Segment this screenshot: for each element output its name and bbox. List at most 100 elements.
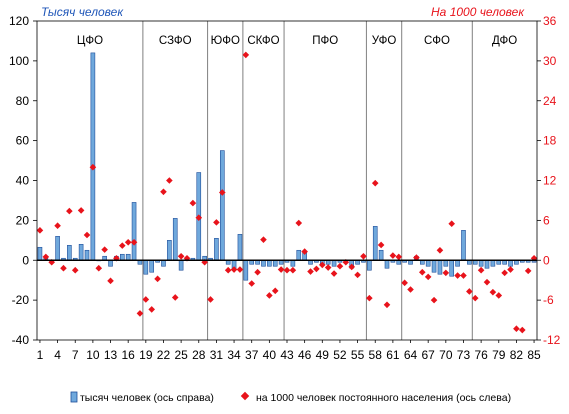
bar: [172, 218, 178, 261]
scatter-point: [301, 248, 308, 255]
bar: [455, 259, 460, 267]
scatter-point: [513, 325, 520, 333]
district-separators: ЦФО СЗФО ЮФО СКФО ПФО УФО СФО ДФО: [77, 21, 517, 340]
bar: [37, 246, 43, 261]
scatter-point: [77, 207, 85, 214]
x-tick-label: 4: [54, 348, 61, 362]
bar: [243, 259, 249, 281]
x-tick-label: 76: [474, 348, 488, 362]
scatter-point: [354, 271, 361, 279]
scatter-point: [171, 294, 179, 301]
x-tick-label: 49: [316, 348, 330, 362]
plot-frame: [36, 20, 538, 341]
scatter-point: [271, 287, 279, 295]
scatter-point: [401, 279, 408, 287]
scatter-point: [395, 253, 403, 261]
bar: [161, 259, 166, 267]
scatter-point: [330, 270, 338, 277]
scatter-point: [254, 268, 261, 276]
x-tick-label: 25: [174, 348, 188, 362]
scatter-point: [118, 242, 126, 249]
scatter-point: [207, 296, 214, 303]
left-tick-label: 60: [16, 134, 30, 148]
x-tick-label: 1: [37, 348, 44, 362]
scatter-point: [289, 266, 297, 274]
x-tick-label: 31: [210, 348, 224, 362]
scatter-point: [260, 236, 267, 243]
right-tick-label: -6: [543, 293, 554, 307]
x-tick-label: 67: [421, 348, 435, 362]
scatter-point: [418, 268, 426, 276]
bar: [367, 259, 372, 271]
scatter-point: [501, 269, 508, 277]
legend: тысяч человек (ось справа) на 1000 челов…: [70, 391, 511, 404]
bar: [490, 259, 496, 267]
scatter-point: [60, 264, 67, 272]
right-tick-label: 18: [543, 134, 557, 148]
left-axis-title: Тысяч человек: [41, 5, 124, 19]
bar: [443, 259, 449, 267]
scatter-point: [471, 294, 479, 302]
bar: [508, 259, 513, 267]
district-label: ЦФО: [77, 35, 103, 47]
scatter-point: [277, 266, 285, 273]
scatter-point: [466, 288, 473, 295]
right-tick-label: 0: [543, 253, 550, 267]
district-label: ЮФО: [211, 35, 240, 47]
scatter-point: [424, 273, 432, 281]
scatter-point: [307, 268, 314, 275]
x-tick-label: 7: [72, 348, 79, 362]
left-tick-label: -40: [12, 333, 30, 347]
bar: [55, 236, 60, 261]
scatter-point: [89, 163, 97, 171]
scatter-point: [160, 188, 167, 196]
scatter-point: [177, 252, 185, 260]
scatter-point: [366, 294, 373, 302]
scatter-point: [489, 288, 497, 296]
right-tick-label: 24: [543, 94, 557, 108]
scatter-point: [383, 301, 391, 309]
x-tick-label: 85: [527, 348, 541, 362]
bar: [67, 244, 72, 261]
bar: [296, 249, 302, 261]
x-tick-label: 40: [263, 348, 277, 362]
scatter-point: [54, 222, 61, 229]
scatter-point: [407, 286, 414, 293]
bar: [384, 259, 390, 269]
x-tick-label: 52: [333, 348, 347, 362]
scatter-point: [189, 199, 197, 207]
x-tick-label: 61: [386, 348, 400, 362]
bar: [131, 202, 137, 261]
scatter-point: [530, 254, 538, 262]
scatter-point: [154, 275, 161, 283]
left-tick-label: 80: [16, 94, 30, 108]
scatter-point: [336, 262, 344, 270]
scatter-point: [142, 296, 150, 303]
scatter-point: [495, 292, 503, 299]
scatter-point: [195, 214, 203, 222]
scatter-point: [507, 266, 514, 273]
scatter-point: [295, 219, 303, 227]
district-label: СФО: [424, 35, 450, 47]
x-tick-label: 37: [245, 348, 259, 362]
scatter-point: [266, 292, 273, 299]
district-label: СКФО: [247, 35, 279, 47]
bar: [90, 52, 96, 261]
x-tick-label: 34: [227, 348, 241, 362]
scatter-point: [101, 246, 108, 253]
left-tick-label: 20: [16, 213, 30, 227]
bar: [219, 150, 225, 261]
bar: [290, 259, 296, 267]
right-tick-label: 12: [543, 174, 557, 188]
scatter-point: [248, 280, 256, 287]
right-tick-label: 30: [543, 54, 557, 68]
scatter-point: [348, 263, 356, 271]
scatter-point: [460, 272, 467, 279]
right-axis-title: На 1000 человек: [431, 5, 525, 19]
scatter-point: [83, 231, 91, 239]
left-tick-label: 0: [22, 253, 29, 267]
district-label: ПФО: [312, 35, 338, 47]
x-tick-label: 46: [298, 348, 312, 362]
scatter-point: [518, 326, 526, 334]
